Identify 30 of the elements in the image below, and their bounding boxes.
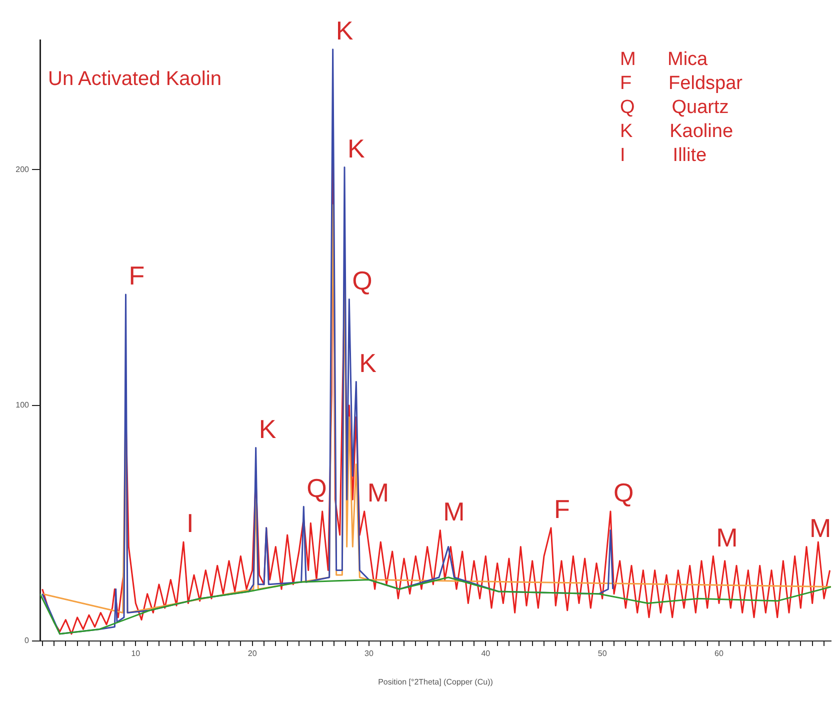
annotation: Q Quartz [620,97,729,118]
annotation: Q [352,265,372,296]
x-tick-label: 40 [481,649,491,658]
annotation: I [186,508,194,538]
annotation: K [336,16,354,46]
x-tick-label: 20 [248,649,258,658]
annotation: Q [614,478,634,508]
annotation: M [810,512,832,543]
annotation: K [258,414,277,444]
annotation: M [716,522,738,552]
annotation: M Mica [620,49,708,70]
x-axis-title: Position [°2Theta] (Copper (Cu)) [378,677,494,686]
annotation: F [554,494,570,524]
annotation: M [367,478,390,508]
x-tick-label: 60 [714,649,724,658]
x-tick-label: 10 [131,649,141,658]
y-tick-label: 200 [16,164,30,174]
annotation: F [128,260,145,291]
x-tick-label: 30 [364,649,374,658]
annotation: I Illite [620,145,707,166]
y-tick-label: 100 [16,400,30,410]
annotation: K [348,133,366,164]
annotation: K [359,348,378,378]
annotation: F Feldspar [620,73,742,94]
y-tick-label: 0 [24,636,30,646]
text: Un Activated Kaolin [48,68,222,91]
annotation: Q [306,472,327,503]
annotation: M [443,496,465,526]
x-tick-label: 50 [598,649,608,658]
annotation: K Kaoline [620,121,734,142]
